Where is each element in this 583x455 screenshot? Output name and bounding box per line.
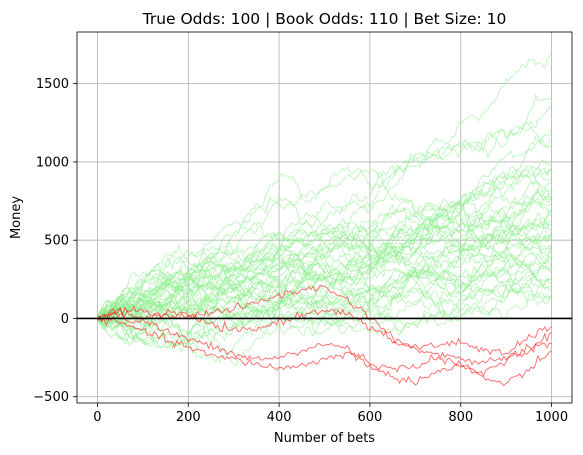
y-tick-label: −500 [33, 390, 69, 405]
x-tick-label: 600 [357, 410, 382, 425]
profit-series-line [97, 239, 552, 328]
profit-series-line [96, 245, 552, 319]
y-tick-label: 0 [61, 312, 69, 327]
y-axis-label: Money [9, 196, 24, 239]
profit-series-line [96, 218, 552, 319]
profit-series-line [96, 165, 552, 342]
tick-layer: 0 200 400 600 800 1000 −500 0 500 1000 1500 [33, 77, 568, 425]
profit-series-line [97, 216, 552, 322]
profit-series-line [97, 250, 553, 347]
series-layer [96, 52, 553, 387]
profit-series-line [97, 285, 552, 329]
profit-series-line [97, 287, 552, 350]
loss-series-line [97, 285, 552, 356]
loss-series-line [97, 308, 552, 377]
grid-layer [77, 32, 572, 403]
x-tick-label: 1000 [535, 410, 568, 425]
profit-series-line [97, 52, 553, 319]
profit-series-line [96, 244, 552, 346]
profit-series-line [96, 258, 552, 327]
x-tick-label: 400 [267, 410, 292, 425]
y-tick-label: 1500 [36, 77, 69, 92]
x-tick-label: 200 [176, 410, 201, 425]
x-tick-label: 0 [93, 410, 101, 425]
x-tick-label: 800 [448, 410, 473, 425]
y-tick-label: 1000 [36, 155, 69, 170]
y-tick-label: 500 [44, 234, 69, 249]
profit-series-line [97, 194, 553, 320]
x-axis-label: Number of bets [274, 431, 375, 446]
profit-series-line [96, 269, 553, 327]
profit-series-line [97, 125, 552, 326]
loss-series-line [97, 307, 552, 366]
profit-series-line [97, 190, 553, 319]
profit-series-line [96, 197, 553, 319]
profit-series-line [97, 263, 552, 321]
profit-series-line [96, 259, 553, 337]
plot-frame [76, 31, 573, 404]
loss-series-line [96, 315, 552, 387]
chart-title: True Odds: 100 | Book Odds: 110 | Bet Si… [142, 10, 507, 28]
